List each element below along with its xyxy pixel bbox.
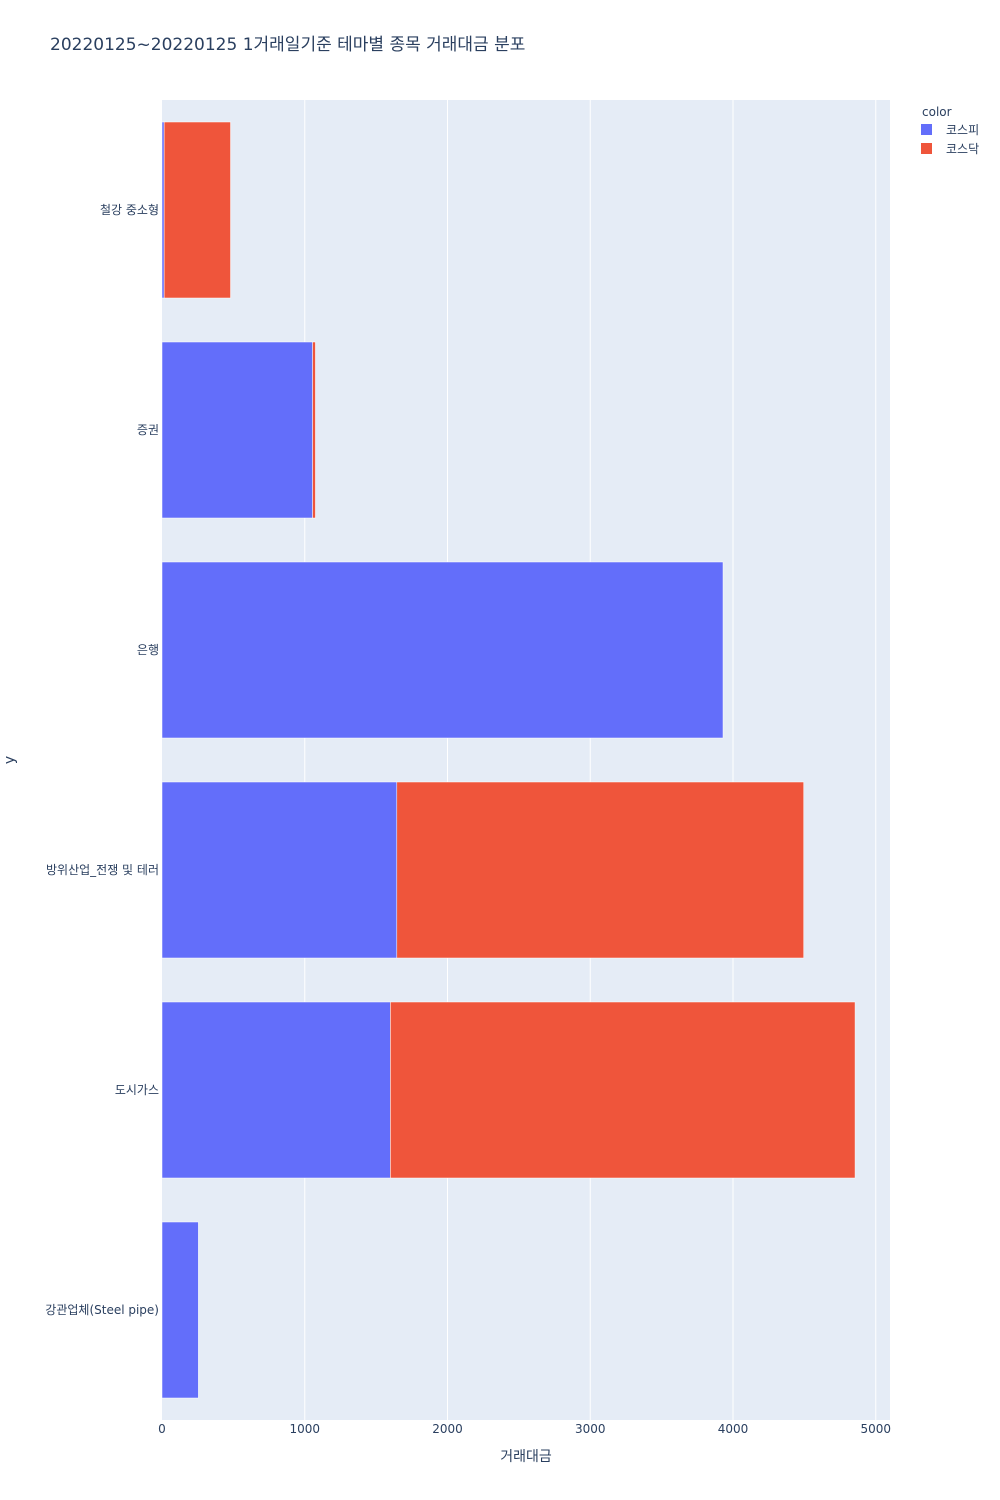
y-tick-label: 도시가스 (115, 1083, 159, 1097)
plot-background (162, 100, 890, 1420)
legend-swatch-kospi[interactable] (921, 124, 932, 135)
legend-label-kospi[interactable]: 코스피 (946, 123, 979, 137)
gridlines (304, 100, 877, 1420)
bar-kospi[interactable] (161, 781, 398, 959)
bar-kosdaq[interactable] (312, 341, 316, 519)
x-tick-label: 3000 (575, 1422, 606, 1436)
x-tick-label: 5000 (860, 1422, 891, 1436)
y-tick-label: 철강 중소형 (100, 203, 159, 217)
bar-kosdaq[interactable] (396, 781, 804, 959)
y-tick-label: 은행 (137, 642, 159, 657)
bar-kospi[interactable] (161, 561, 724, 739)
bar-kospi[interactable] (161, 1001, 391, 1179)
x-tick-label: 2000 (432, 1422, 463, 1436)
bar-kospi[interactable] (161, 121, 165, 299)
legend-label-kosdaq[interactable]: 코스닥 (946, 142, 979, 156)
x-tick-label: 4000 (718, 1422, 749, 1436)
bar-kospi[interactable] (161, 1221, 199, 1399)
x-axis-title: 거래대금 (500, 1449, 552, 1465)
legend[interactable]: color 코스피 코스닥 (921, 105, 979, 156)
bar-kospi[interactable] (161, 341, 313, 519)
x-tick-label: 0 (158, 1422, 166, 1436)
bar-kosdaq[interactable] (163, 121, 231, 299)
chart-title: 20220125~20220125 1거래일기준 테마별 종목 거래대금 분포 (50, 35, 525, 55)
y-tick-label: 강관업체(Steel pipe) (45, 1303, 159, 1317)
legend-swatch-kosdaq[interactable] (921, 143, 932, 154)
legend-title: color (922, 105, 952, 119)
y-tick-label: 방위산업_전쟁 및 테러 (46, 863, 159, 877)
x-axis-ticks: 0 1000 2000 3000 4000 5000 (158, 1422, 891, 1436)
x-tick-label: 1000 (289, 1422, 320, 1436)
bar-kosdaq[interactable] (390, 1001, 856, 1179)
y-tick-label: 증권 (137, 423, 159, 437)
y-axis-title: y (2, 756, 18, 764)
bars[interactable] (161, 121, 856, 1399)
